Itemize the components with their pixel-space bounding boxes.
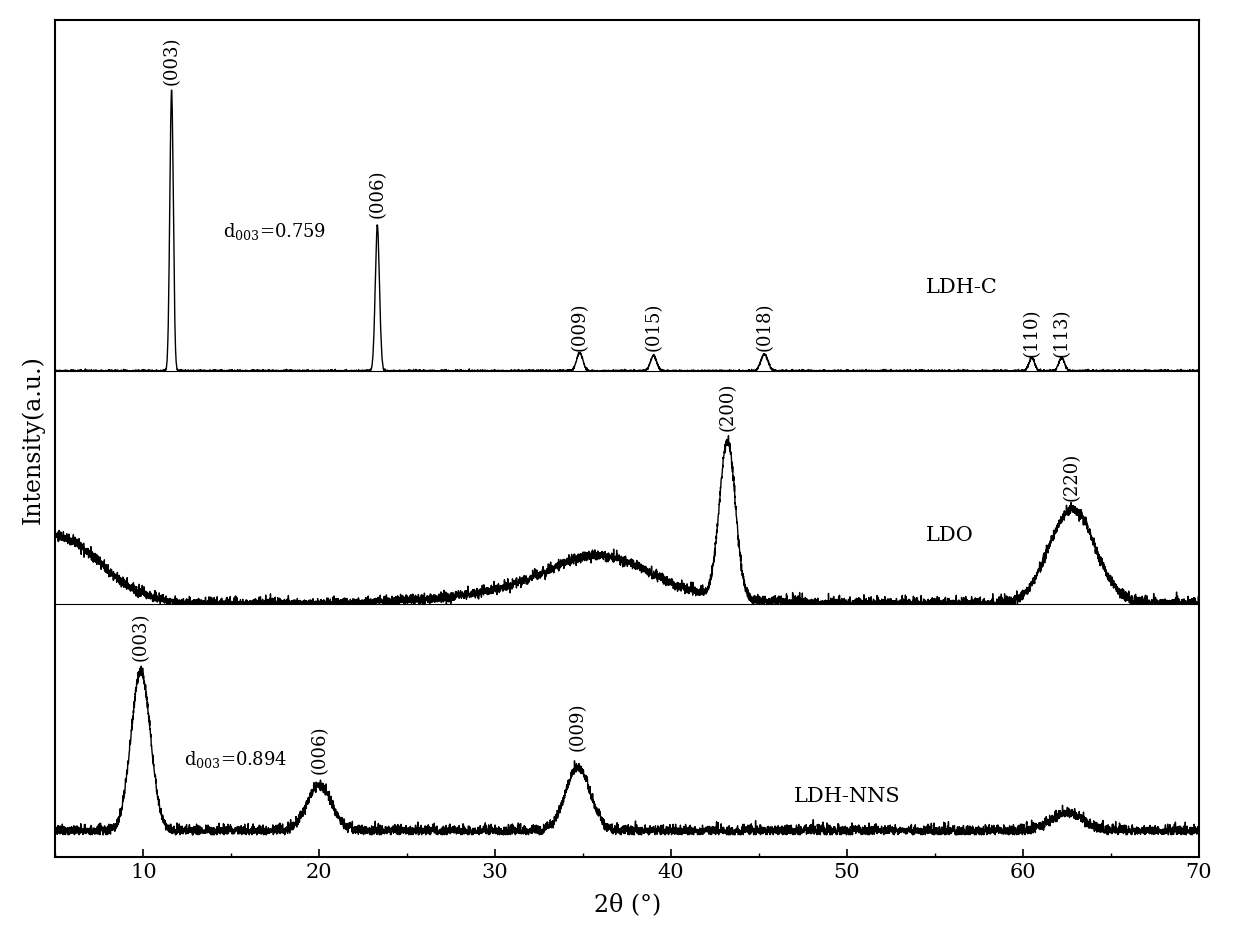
Text: (015): (015): [645, 302, 662, 351]
Text: (003): (003): [132, 612, 149, 661]
Text: (006): (006): [311, 724, 328, 773]
Text: (009): (009): [571, 302, 588, 351]
Text: (018): (018): [756, 302, 773, 351]
Text: (009): (009): [568, 702, 587, 751]
Text: $\mathregular{d_{003}}$=0.759: $\mathregular{d_{003}}$=0.759: [223, 221, 326, 241]
Text: LDH-C: LDH-C: [926, 278, 997, 297]
Text: LDO: LDO: [926, 525, 974, 544]
Text: (113): (113): [1053, 308, 1070, 357]
X-axis label: 2θ (°): 2θ (°): [593, 892, 661, 915]
Text: (003): (003): [163, 37, 180, 85]
Text: (006): (006): [369, 168, 386, 217]
Text: (200): (200): [719, 382, 736, 431]
Text: (110): (110): [1022, 308, 1041, 357]
Text: $\mathregular{d_{003}}$=0.894: $\mathregular{d_{003}}$=0.894: [184, 749, 287, 769]
Y-axis label: Intensity(a.u.): Intensity(a.u.): [21, 355, 44, 523]
Text: (220): (220): [1063, 453, 1081, 501]
Text: LDH-NNS: LDH-NNS: [794, 786, 901, 805]
